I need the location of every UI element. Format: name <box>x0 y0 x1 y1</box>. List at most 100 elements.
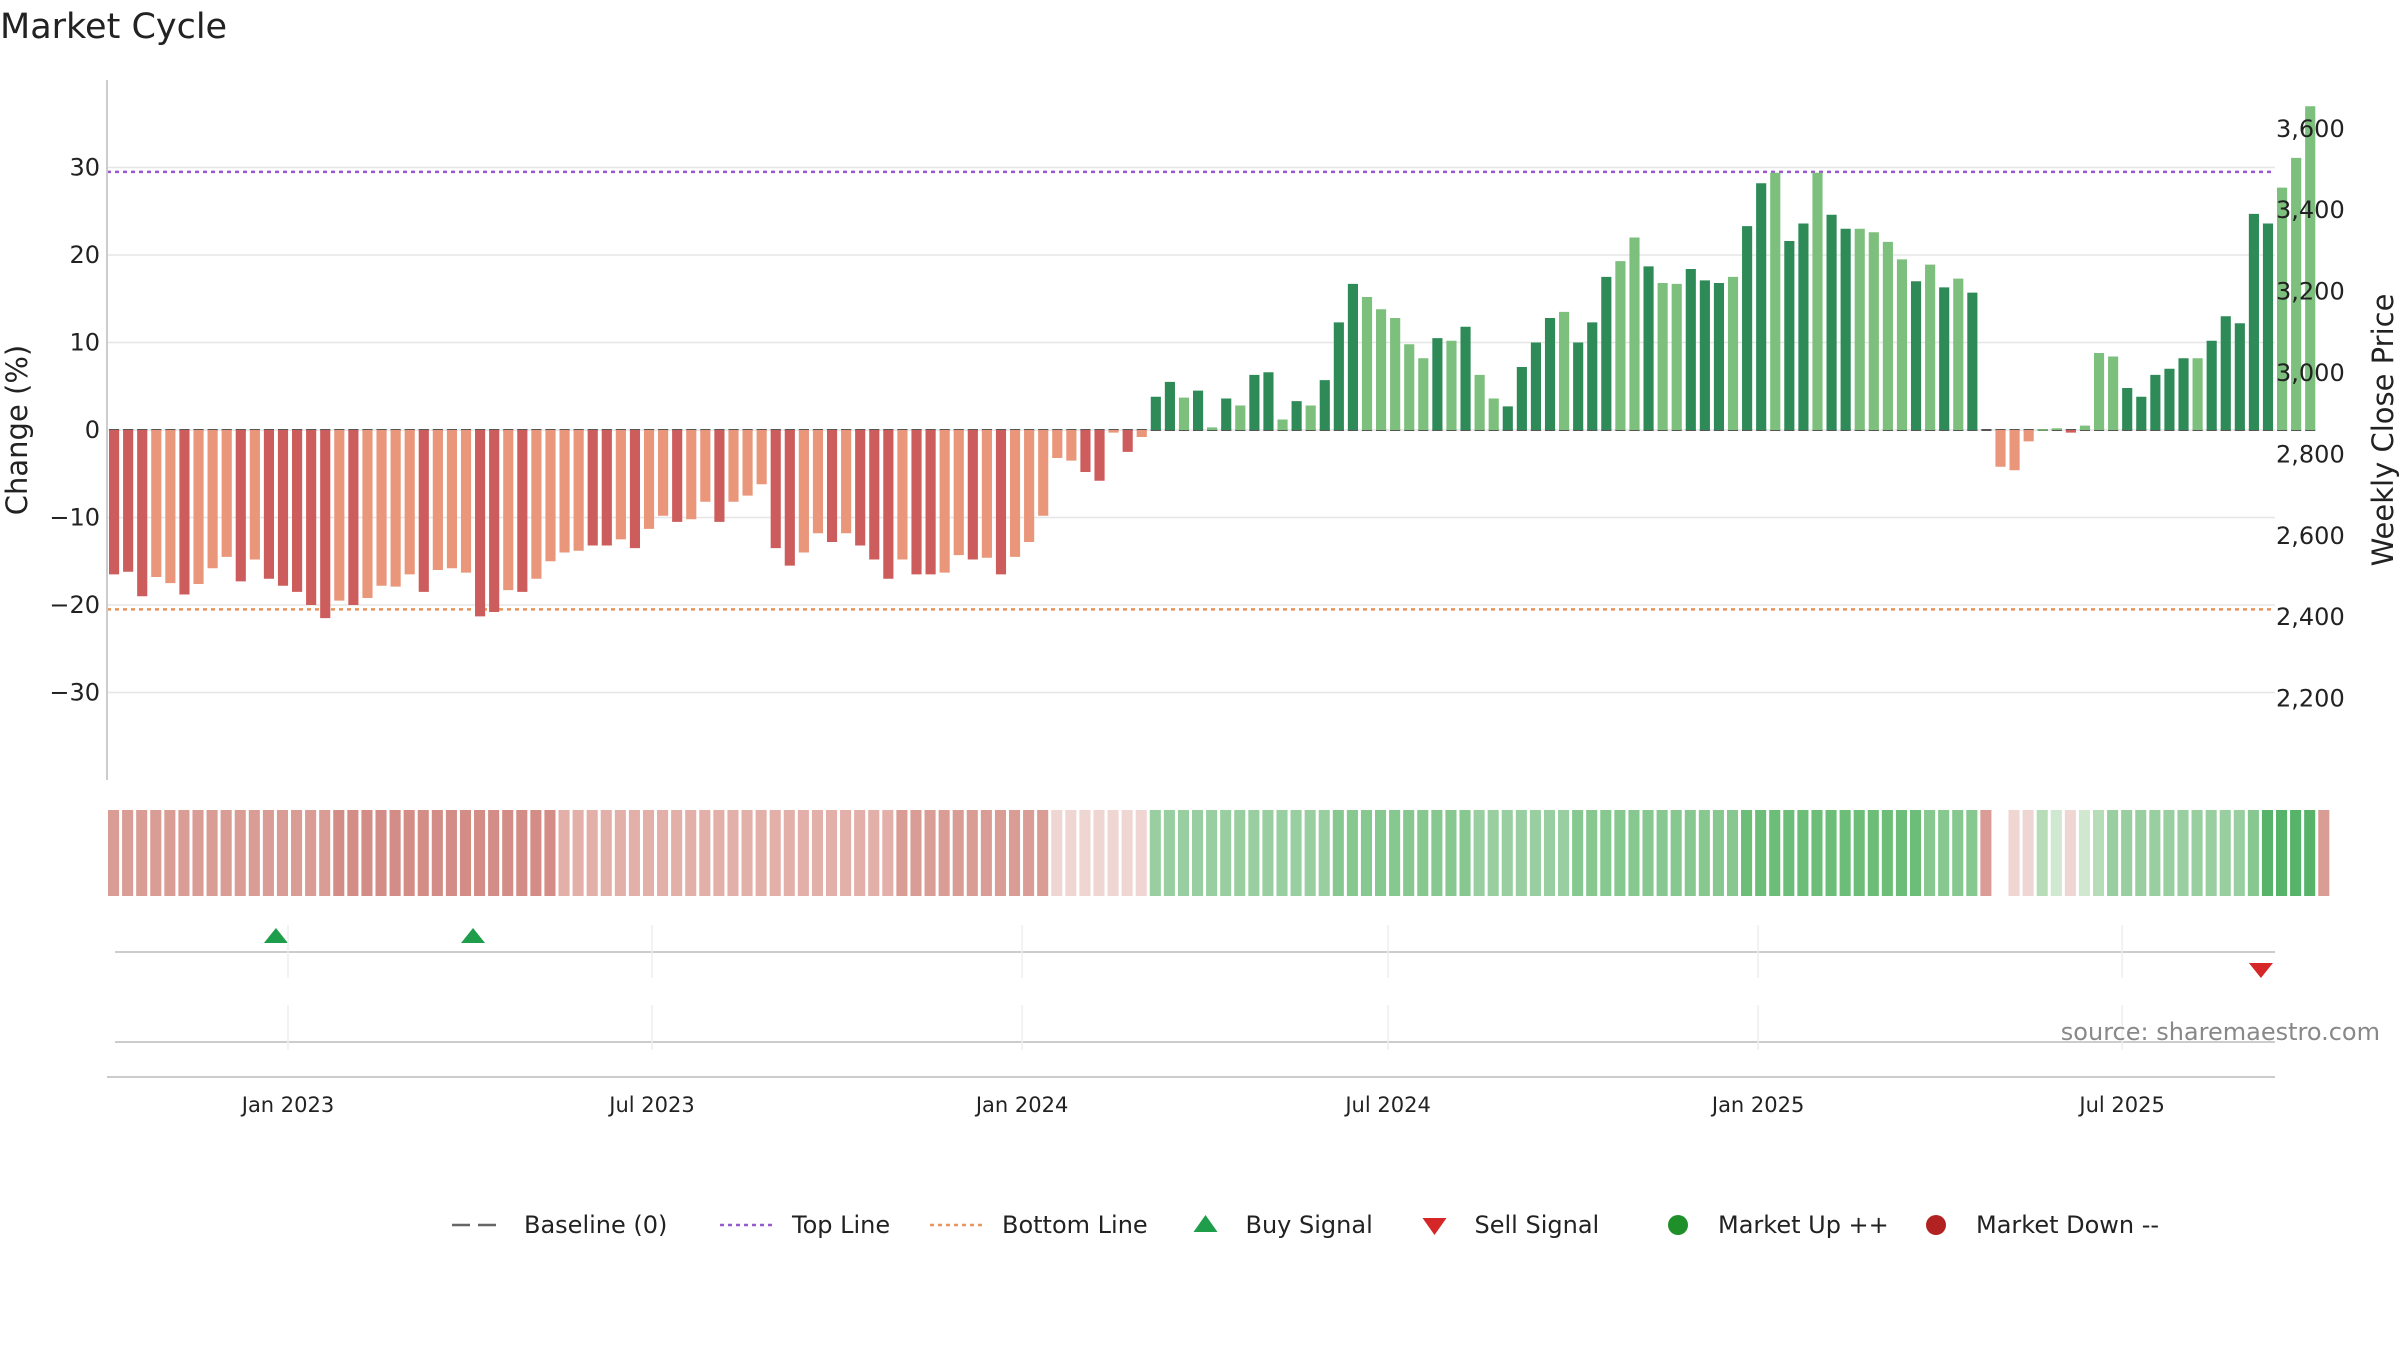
bar <box>2277 187 2288 430</box>
bar <box>1390 318 1401 430</box>
strip-cell <box>1318 810 1330 896</box>
bar <box>812 430 824 534</box>
strip-cell <box>558 810 570 896</box>
bar <box>1150 396 1161 430</box>
bar <box>672 430 683 522</box>
bar <box>756 430 767 485</box>
y-axis-label: Change (%) <box>0 345 34 515</box>
bar <box>221 430 232 557</box>
strip-cell <box>445 810 457 896</box>
bar <box>939 430 950 573</box>
right-y-tick-label: 3,400 <box>2276 196 2345 224</box>
strip-cell <box>1642 810 1654 896</box>
strip-cell <box>474 810 486 896</box>
bar <box>2150 374 2161 430</box>
strip-cell <box>1698 810 1710 896</box>
strip-cell <box>2050 810 2062 896</box>
bar <box>1685 269 1696 430</box>
bar <box>1178 397 1190 430</box>
bar <box>1404 344 1415 430</box>
signal-panel <box>107 928 2275 1078</box>
strip-cell <box>1023 810 1035 896</box>
bar <box>1587 322 1598 430</box>
strip-cell <box>1755 810 1767 896</box>
strip-cell <box>136 810 148 896</box>
bar <box>249 430 260 560</box>
bar <box>1699 280 1710 430</box>
legend-label: Market Down -- <box>1976 1211 2159 1239</box>
bar <box>1038 430 1049 516</box>
bar <box>109 430 120 575</box>
bar <box>179 430 190 595</box>
bar <box>1305 405 1316 430</box>
bar <box>2093 353 2105 430</box>
bar <box>658 430 669 516</box>
strip-cell <box>2022 810 2034 896</box>
bar <box>911 430 922 575</box>
strip-cell <box>1501 810 1513 896</box>
strip-cell <box>2163 810 2175 896</box>
bar <box>2178 358 2189 430</box>
strip-cell <box>980 810 992 896</box>
strip-cell <box>1867 810 1879 896</box>
strip-cell <box>459 810 472 896</box>
reference-lines <box>107 170 2275 611</box>
strip-cell <box>1924 810 1936 896</box>
bar <box>573 430 584 551</box>
cycle-strip <box>108 810 2330 896</box>
bar <box>1882 241 1893 430</box>
bar <box>475 430 486 617</box>
bar <box>2234 323 2245 430</box>
y-tick-label: 20 <box>69 241 100 269</box>
strip-cell <box>1346 810 1358 896</box>
strip-cell <box>1234 810 1246 896</box>
legend-item: Buy Signal <box>1193 1211 1373 1239</box>
strip-cell <box>1487 810 1499 896</box>
strip-cell <box>516 810 528 896</box>
strip-cell <box>1684 810 1696 896</box>
strip-cell <box>178 810 190 896</box>
bar <box>1207 427 1218 430</box>
strip-cell <box>882 810 894 896</box>
legend-item: Baseline (0) <box>452 1211 667 1239</box>
strip-cell <box>2078 810 2090 896</box>
strip-cell <box>347 810 359 896</box>
strip-cell <box>657 810 669 896</box>
strip-cell <box>1459 810 1471 896</box>
bar <box>123 430 134 572</box>
strip-cell <box>2247 810 2259 896</box>
legend-item: Bottom Line <box>930 1211 1148 1239</box>
strip-cell <box>1163 810 1175 896</box>
bar <box>1080 430 1091 472</box>
strip-cell <box>248 810 260 896</box>
bar <box>306 430 317 605</box>
bar <box>2079 425 2091 430</box>
strip-cell <box>1417 810 1429 896</box>
strip-cell <box>1008 810 1021 896</box>
x-axis-ticks: Jan 2023 Jul 2023 Jan 2024 Jul 2024 Jan 2025… <box>240 925 2165 1117</box>
bar <box>1868 232 1879 430</box>
bar <box>1784 241 1795 430</box>
strip-cell <box>2149 810 2161 896</box>
strip-cell <box>966 810 978 896</box>
legend-label: Sell Signal <box>1475 1211 1600 1239</box>
bar <box>897 430 908 560</box>
strip-cell <box>1079 810 1091 896</box>
bar <box>2108 356 2119 430</box>
bar <box>1925 264 1936 430</box>
bar <box>770 430 781 549</box>
bar <box>1249 374 1260 430</box>
legend-item: Market Down -- <box>1926 1211 2159 1239</box>
strip-cell <box>896 810 908 896</box>
bar <box>320 430 331 619</box>
bar <box>1727 276 1739 430</box>
strip-cell <box>1121 810 1133 896</box>
bar <box>2051 428 2062 430</box>
strip-cell <box>319 810 331 896</box>
strip-cell <box>1149 810 1161 896</box>
bar <box>1009 430 1021 557</box>
strip-cell <box>544 810 556 896</box>
bar <box>1052 430 1063 458</box>
bar <box>531 430 542 579</box>
strip-cell <box>924 810 936 896</box>
